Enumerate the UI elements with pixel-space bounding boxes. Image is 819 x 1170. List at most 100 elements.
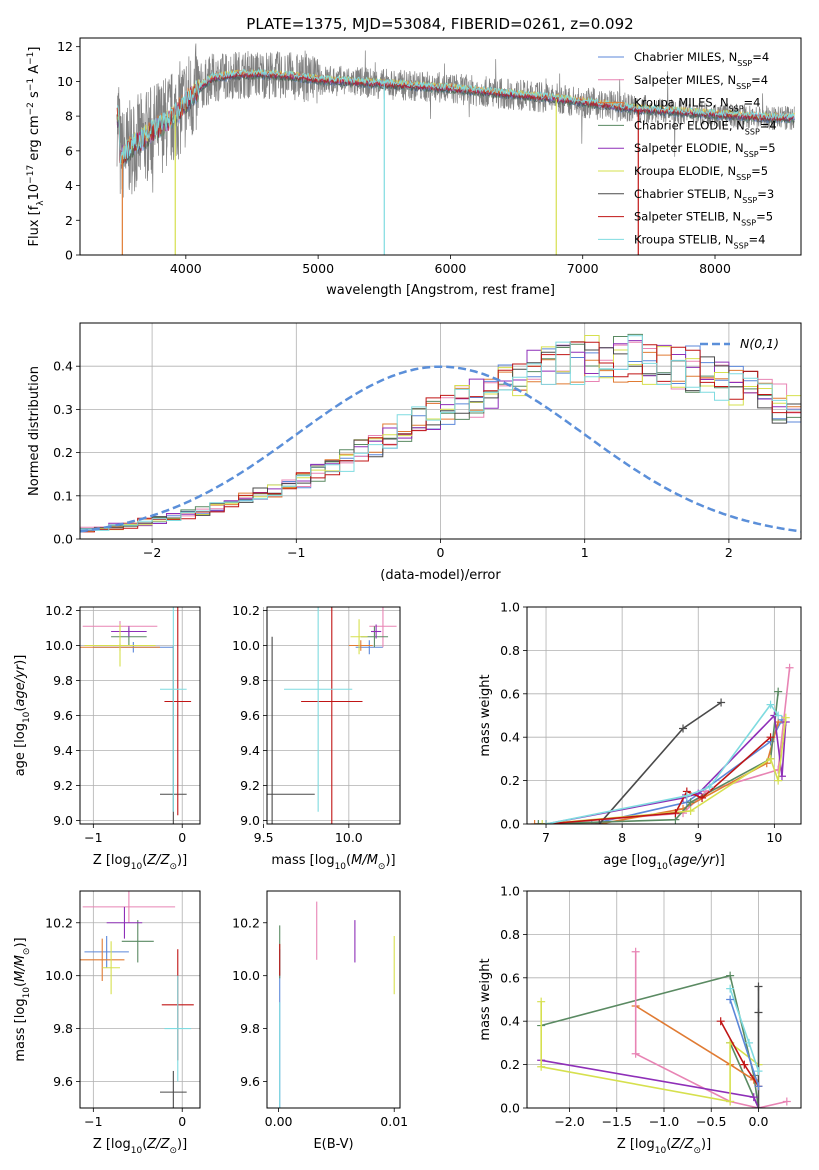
weight-marker bbox=[530, 820, 539, 824]
x-axis-label: Z [log10(Z/Z⊙)] bbox=[93, 853, 187, 872]
y-tick-label: 0.8 bbox=[500, 643, 520, 658]
x-axis-label: E(B-V) bbox=[313, 1137, 353, 1152]
weight-marker bbox=[754, 1008, 763, 1017]
label-part: 10 bbox=[131, 1146, 143, 1156]
weight-line bbox=[598, 701, 722, 824]
x-tick-label: −0.5 bbox=[696, 1114, 726, 1129]
y-tick-label: 0.0 bbox=[500, 817, 520, 832]
legend-sub: SSP bbox=[736, 81, 751, 90]
error-bars bbox=[267, 607, 397, 824]
y-tick-label: 0.4 bbox=[500, 730, 520, 745]
label-part: Z/Z bbox=[146, 853, 170, 868]
label-part: −1 bbox=[26, 78, 36, 91]
legend-value: =4 bbox=[751, 73, 768, 87]
weight-marker bbox=[631, 947, 640, 956]
y-tick-label: 9.8 bbox=[240, 1021, 260, 1036]
legend-name: Chabrier ELODIE, N bbox=[634, 118, 745, 132]
x-tick-label: −2.0 bbox=[554, 1114, 584, 1129]
y-tick-label: 10.0 bbox=[45, 638, 73, 653]
y-tick-label: 10.2 bbox=[45, 603, 73, 618]
weight-marker bbox=[774, 687, 783, 696]
axes-frame bbox=[266, 606, 401, 825]
legend-value: =5 bbox=[759, 141, 776, 155]
label-part: 10 bbox=[22, 987, 32, 999]
error-bars bbox=[80, 607, 192, 824]
legend-label: Chabrier MILES, NSSP=4 bbox=[634, 50, 769, 68]
x-tick-label: 0 bbox=[178, 830, 186, 845]
x-tick-label: 2 bbox=[725, 545, 733, 560]
y-axis-label: Flux [fλ10−17 erg cm−2 s−1 A−1] bbox=[26, 47, 46, 247]
y-tick-label: 0.6 bbox=[500, 970, 520, 985]
x-tick-label: 10.0 bbox=[335, 830, 363, 845]
weight-marker bbox=[774, 776, 783, 785]
label-part: )] bbox=[701, 1137, 711, 1152]
x-tick-label: −1 bbox=[84, 1114, 102, 1129]
axes-frame bbox=[79, 322, 802, 540]
legend-name: Salpeter MILES, N bbox=[634, 73, 736, 87]
legend-label: Kroupa ELODIE, NSSP=5 bbox=[634, 164, 768, 182]
weight-marker bbox=[716, 1017, 725, 1026]
error-bars bbox=[80, 891, 194, 1108]
weight-line bbox=[545, 713, 787, 824]
x-tick-label: 6000 bbox=[435, 261, 467, 276]
weight-marker bbox=[745, 1038, 754, 1047]
axes-frame bbox=[79, 890, 201, 1109]
legend-label: Kroupa STELIB, NSSP=4 bbox=[634, 232, 765, 250]
weight-marker bbox=[726, 971, 735, 980]
label-part: ⊙ bbox=[169, 1146, 177, 1156]
label-part: )] bbox=[177, 1137, 187, 1152]
legend-label: Chabrier ELODIE, NSSP=4 bbox=[634, 118, 777, 136]
legend-name: Salpeter ELODIE, N bbox=[634, 141, 744, 155]
label-part: A bbox=[27, 65, 42, 78]
label-part: Flux [f bbox=[27, 205, 42, 246]
weight-marker bbox=[749, 1093, 758, 1102]
axes-frame bbox=[266, 890, 401, 1109]
y-tick-label: 4 bbox=[65, 178, 73, 193]
y-axis-label: mass [log10(M/M⊙)] bbox=[13, 937, 32, 1061]
legend-value: =4 bbox=[752, 50, 769, 64]
x-tick-label: 0.0 bbox=[749, 1114, 769, 1129]
histogram-series bbox=[80, 345, 801, 531]
label-part: ] bbox=[27, 47, 42, 52]
x-tick-label: 8 bbox=[618, 830, 626, 845]
weight-marker bbox=[717, 698, 726, 707]
spectrum-panel: 4000 5000 6000 7000 8000 0 2 4 6 8 10 12 wavelength … bbox=[26, 37, 802, 298]
legend-sub: SSP bbox=[729, 104, 744, 113]
x-tick-label: −1 bbox=[84, 830, 102, 845]
label-part: −1 bbox=[26, 52, 36, 65]
y-tick-label: 9.6 bbox=[240, 1074, 260, 1089]
legend-sub: SSP bbox=[741, 218, 756, 227]
y-tick-label: 9.8 bbox=[53, 1021, 73, 1036]
y-tick-label: 10.0 bbox=[45, 968, 73, 983]
y-tick-label: 9.2 bbox=[240, 778, 260, 793]
weight-marker bbox=[595, 820, 604, 824]
histogram-series bbox=[80, 340, 801, 532]
mass-vs-ebv-panel: 0.00 0.01 9.6 9.8 10.0 10.2 E(B-V) bbox=[232, 890, 408, 1152]
weight-marker bbox=[726, 995, 735, 1004]
y-tick-label: 0.6 bbox=[500, 686, 520, 701]
y-tick-label: 10 bbox=[57, 74, 73, 89]
legend-label: Salpeter ELODIE, NSSP=5 bbox=[634, 141, 776, 159]
label-part: ( bbox=[13, 982, 28, 987]
legend-value: =4 bbox=[744, 96, 761, 110]
label-part: 10 bbox=[655, 1146, 667, 1156]
legend-label: Salpeter STELIB, NSSP=5 bbox=[634, 210, 773, 228]
weight-marker bbox=[631, 1049, 640, 1058]
y-tick-label: 9.6 bbox=[240, 708, 260, 723]
label-part: ⊙ bbox=[378, 862, 386, 872]
label-part: age [log bbox=[603, 853, 656, 868]
age-vs-mass-panel: 9.5 10.0 9.0 9.2 9.4 9.6 9.8 10.0 10.2 mass [log1… bbox=[232, 603, 401, 872]
weight-marker bbox=[766, 700, 775, 709]
x-tick-label: −1.0 bbox=[649, 1114, 679, 1129]
weight-marker bbox=[726, 984, 735, 993]
weight-marker bbox=[774, 711, 783, 720]
weight-marker bbox=[782, 1097, 791, 1106]
x-axis-label: mass [log10(M/M⊙)] bbox=[271, 853, 395, 872]
y-tick-label: 0.8 bbox=[500, 927, 520, 942]
weight-marker bbox=[534, 820, 543, 824]
weight-marker bbox=[740, 1060, 749, 1069]
weight-marker bbox=[686, 806, 695, 815]
legend-label: N(0,1) bbox=[740, 336, 779, 351]
y-tick-label: 2 bbox=[65, 213, 73, 228]
weight-marker bbox=[754, 982, 763, 991]
